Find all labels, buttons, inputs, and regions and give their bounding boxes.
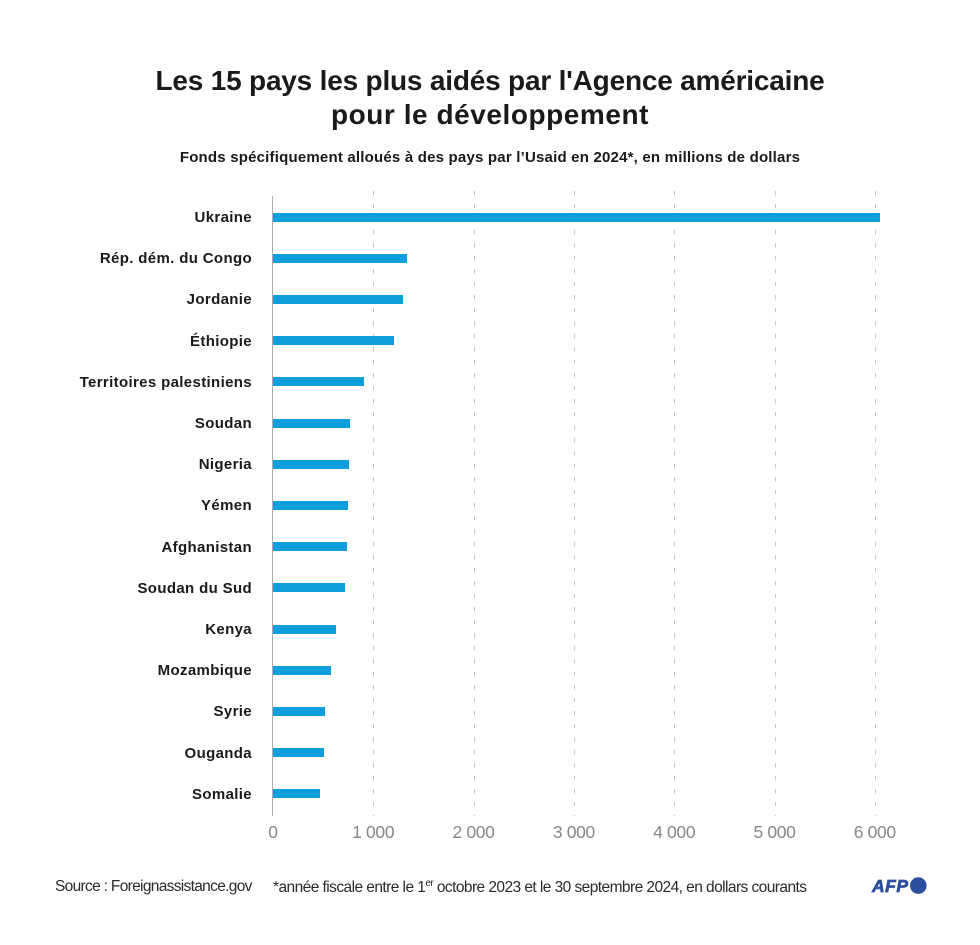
- svg-text:AFP: AFP: [871, 876, 909, 896]
